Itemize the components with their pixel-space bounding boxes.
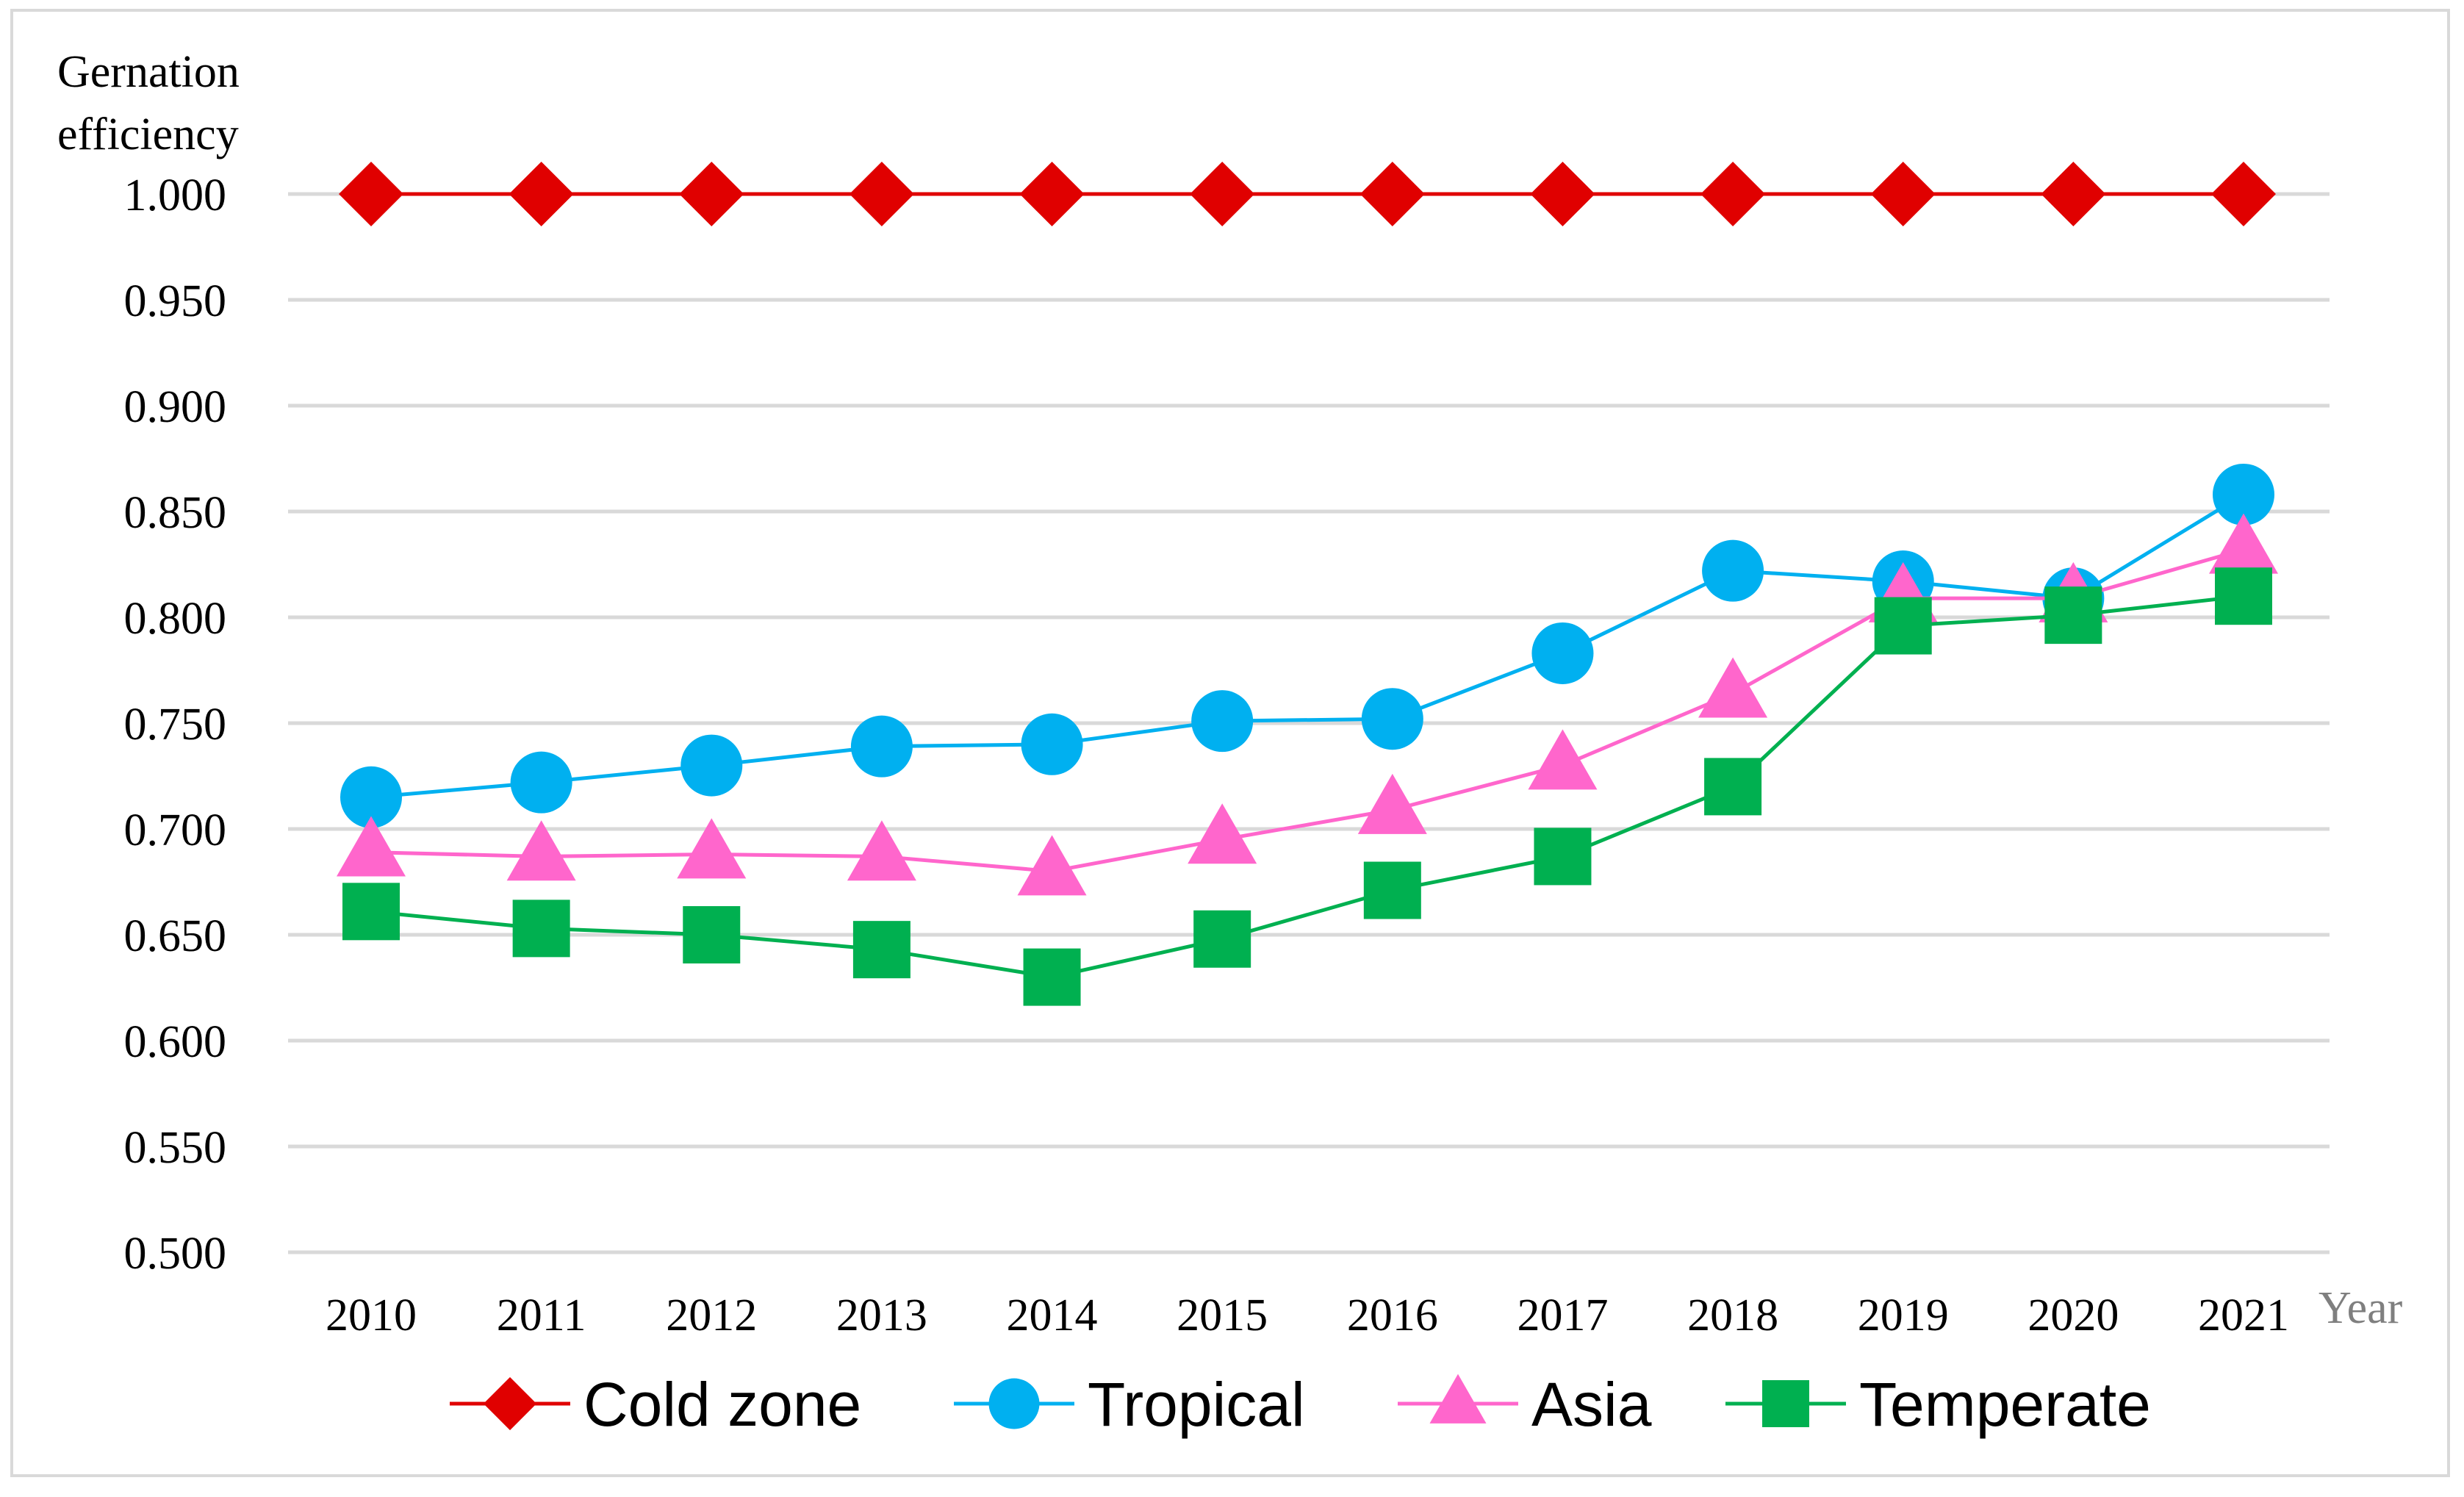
legend-label: Asia [1531, 1370, 1652, 1439]
data-point [2209, 513, 2278, 574]
data-point [847, 820, 916, 881]
legend-item: Temperate [1725, 1370, 2151, 1439]
x-tick-label: 2017 [1517, 1290, 1608, 1340]
data-point [1193, 910, 1251, 968]
data-point [1359, 162, 1425, 226]
data-point [337, 816, 406, 877]
y-tick-label: 1.000 [124, 170, 227, 220]
legend-item: Tropical [954, 1370, 1305, 1439]
y-tick-label: 0.700 [124, 805, 227, 855]
x-tick-label: 2015 [1177, 1290, 1268, 1340]
data-point [1704, 758, 1762, 816]
data-point [1357, 773, 1427, 834]
x-tick-label: 2013 [836, 1290, 927, 1340]
y-tick-labels: 0.500 0.550 0.600 0.650 0.700 0.750 0.800 0.850… [124, 170, 227, 1279]
data-point [2041, 162, 2106, 226]
y-axis-title-line-2: efficiency [57, 110, 239, 159]
series-line [370, 594, 2244, 980]
x-tick-label: 2018 [1687, 1290, 1778, 1340]
series-line [370, 548, 2244, 874]
axis-titles: Gernation efficiency Year [57, 47, 2403, 1333]
data-point [1874, 597, 1932, 655]
data-point [1191, 690, 1254, 753]
y-axis-title-line-1: Gernation [57, 47, 240, 97]
legend-marker [988, 1378, 1040, 1429]
data-point [340, 766, 402, 828]
series-temperate [342, 567, 2272, 1006]
legend-marker [483, 1376, 537, 1431]
x-tick-label: 2010 [326, 1290, 417, 1340]
y-tick-label: 0.500 [124, 1229, 227, 1279]
y-tick-label: 0.550 [124, 1123, 227, 1173]
legend-item: Asia [1398, 1370, 1652, 1439]
data-point [677, 818, 747, 879]
data-point [1698, 657, 1768, 718]
x-tick-label: 2019 [1858, 1290, 1949, 1340]
legend-label: Cold zone [583, 1370, 861, 1439]
data-point [342, 883, 400, 941]
data-point [506, 820, 576, 881]
data-point [2044, 586, 2102, 645]
data-point [2213, 463, 2274, 525]
data-point [1534, 828, 1592, 886]
x-tick-label: 2016 [1347, 1290, 1438, 1340]
data-point [850, 715, 913, 778]
legend: Cold zone Tropical Asia Temperate [450, 1370, 2151, 1439]
data-point [1188, 803, 1257, 864]
data-point [1870, 162, 1936, 226]
data-point [849, 162, 914, 226]
series-tropical [340, 463, 2274, 828]
y-tick-label: 0.750 [124, 700, 227, 750]
data-point [2211, 162, 2276, 226]
data-point [1361, 688, 1423, 750]
x-tick-label: 2014 [1007, 1290, 1098, 1340]
data-point [1530, 162, 1595, 226]
x-tick-label: 2020 [2027, 1290, 2119, 1340]
y-tick-label: 0.950 [124, 276, 227, 326]
data-point [683, 906, 741, 963]
series-cold-zone [339, 162, 2276, 226]
legend-label: Tropical [1088, 1370, 1305, 1439]
data-point [1190, 162, 1255, 226]
legend-marker [1762, 1380, 1809, 1427]
y-tick-label: 0.900 [124, 382, 227, 432]
y-tick-label: 0.650 [124, 911, 227, 961]
data-point [1702, 539, 1764, 602]
y-tick-label: 0.800 [124, 594, 227, 644]
series-lines [337, 162, 2278, 1006]
data-point [2215, 567, 2272, 625]
data-point [1363, 861, 1421, 919]
gridlines [288, 192, 2330, 1254]
x-tick-label: 2012 [666, 1290, 757, 1340]
data-point [1023, 948, 1081, 1006]
data-point [1017, 835, 1087, 896]
x-tick-labels: 2010 2011 2012 2013 2014 2015 2016 2017 2018 2019… [326, 1290, 2289, 1340]
legend-marker [1429, 1374, 1487, 1424]
legend-label: Temperate [1859, 1370, 2151, 1439]
data-point [510, 751, 572, 814]
y-tick-label: 0.600 [124, 1017, 227, 1067]
series-asia [337, 513, 2278, 896]
data-point [339, 162, 403, 226]
data-point [1531, 622, 1594, 684]
data-point [1021, 713, 1083, 775]
data-point [1019, 162, 1085, 226]
x-tick-label: 2021 [2198, 1290, 2289, 1340]
data-point [509, 162, 574, 226]
data-point [512, 900, 570, 958]
data-point [1528, 729, 1598, 790]
data-point [680, 734, 743, 797]
x-axis-title: Year [2318, 1283, 2403, 1333]
data-point [1700, 162, 1766, 226]
y-tick-label: 0.850 [124, 488, 227, 538]
series-line [370, 492, 2245, 800]
x-tick-label: 2011 [497, 1290, 586, 1340]
legend-item: Cold zone [450, 1370, 861, 1439]
data-point [679, 162, 744, 226]
data-point [852, 921, 910, 979]
